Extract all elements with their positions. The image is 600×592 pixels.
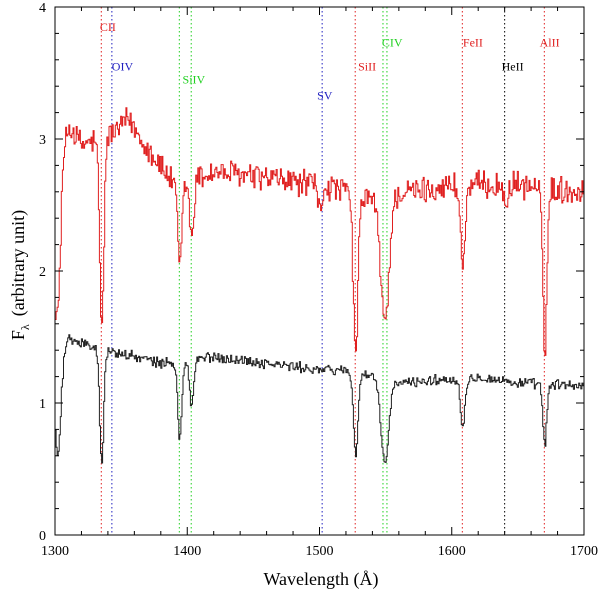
axis-ticks <box>54 6 585 536</box>
y-tick-label: 1 <box>39 397 46 412</box>
spectrum-series <box>55 107 585 464</box>
y-tick-label: 3 <box>39 133 46 148</box>
svg-text:Fλ(arbitrary unit): Fλ (arbitrary unit) <box>8 210 32 340</box>
y-tick-label: 2 <box>39 265 46 280</box>
x-tick-label: 1500 <box>306 544 334 559</box>
x-tick-label: 1300 <box>41 544 69 559</box>
x-axis-label: Wavelength (Å) <box>263 569 378 590</box>
y-tick-label: 0 <box>39 529 46 544</box>
series-line-lower-spectrum <box>55 334 585 464</box>
series-line-upper-spectrum <box>55 107 585 356</box>
line-markers: CII OIV SiIV SV SiII CIV FeII HeII AlII <box>100 7 560 535</box>
line-label-alii: AlII <box>540 36 560 50</box>
x-tick-label: 1400 <box>173 544 201 559</box>
line-label-siiv: SiIV <box>183 73 206 87</box>
line-label-feii: FeII <box>463 36 483 50</box>
line-label-cii: CII <box>100 20 116 34</box>
y-axis-label-main: F <box>8 330 28 340</box>
x-tick-label: 1700 <box>570 544 598 559</box>
line-label-siii: SiII <box>358 59 376 73</box>
line-label-heii: HeII <box>502 59 524 73</box>
y-axis-label: Fλ (arbitrary unit) <box>8 210 32 340</box>
line-label-sv: SV <box>317 88 333 102</box>
y-tick-label: 4 <box>39 1 46 16</box>
line-label-oiv: OIV <box>112 59 134 73</box>
line-label-civ: CIV <box>382 36 403 50</box>
y-axis-label-sub: λ <box>18 324 32 330</box>
tick-labels: 1300 1400 1500 1600 1700 0 1 2 3 4 <box>39 1 598 559</box>
x-tick-label: 1600 <box>438 544 466 559</box>
y-axis-label-rest: (arbitrary unit) <box>8 210 29 316</box>
